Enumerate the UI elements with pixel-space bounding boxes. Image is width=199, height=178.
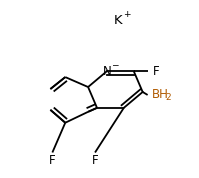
- Text: F: F: [49, 155, 56, 167]
- Text: 2: 2: [166, 93, 171, 102]
- Text: −: −: [111, 61, 119, 70]
- Text: N: N: [102, 65, 111, 78]
- Text: K: K: [114, 14, 122, 27]
- Text: BH: BH: [152, 88, 169, 101]
- Text: +: +: [123, 10, 131, 19]
- Text: F: F: [153, 65, 159, 78]
- Text: F: F: [92, 155, 98, 167]
